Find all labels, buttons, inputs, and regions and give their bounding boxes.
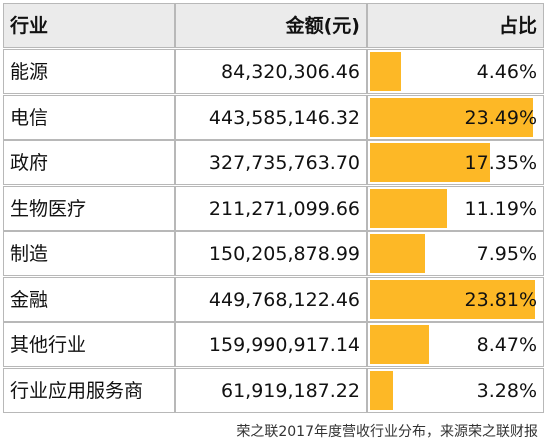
industry-label: 生物医疗 [10, 197, 87, 220]
industry-cell: 金融 [3, 276, 175, 322]
amount-cell: 449,768,122.46 [175, 276, 367, 322]
industry-cell: 生物医疗 [3, 185, 175, 231]
share-cell: 4.46% [367, 49, 544, 94]
share-bar [370, 234, 425, 273]
share-cell: 7.95% [367, 231, 544, 276]
share-value: 17.35% [464, 152, 537, 174]
industry-cell: 能源 [3, 49, 175, 94]
share-value: 8.47% [476, 334, 537, 356]
header-industry: 行业 [10, 15, 49, 37]
source-caption: 荣之联2017年度营收行业分布，来源荣之联财报 [236, 424, 538, 440]
header-industry-cell: 行业 [3, 3, 175, 48]
share-bar [370, 188, 448, 228]
share-cell: 23.81% [367, 276, 544, 322]
share-cell: 11.19% [367, 185, 544, 231]
table-row: 金融 449,768,122.46 23.81% [3, 276, 544, 322]
amount-value: 449,768,122.46 [208, 288, 360, 311]
industry-cell: 其他行业 [3, 322, 175, 367]
table-row: 电信 443,585,146.32 23.49% [3, 94, 544, 140]
table-row: 制造 150,205,878.99 7.95% [3, 231, 544, 276]
revenue-table: 行业 金额(元) 占比 能源 84,320,306.46 4.46% 电信 443,58… [3, 3, 544, 413]
share-cell: 23.49% [367, 94, 544, 140]
amount-cell: 159,990,917.14 [175, 322, 367, 367]
share-bar [370, 370, 393, 410]
amount-value: 61,919,187.22 [220, 379, 360, 402]
share-bar [370, 52, 401, 91]
share-cell: 17.35% [367, 140, 544, 185]
industry-label: 政府 [10, 152, 49, 174]
industry-cell: 行业应用服务商 [3, 367, 175, 413]
share-cell: 3.28% [367, 367, 544, 413]
share-value: 11.19% [464, 197, 537, 220]
share-bar [370, 97, 533, 137]
table-row: 行业应用服务商 61,919,187.22 3.28% [3, 367, 544, 413]
industry-cell: 制造 [3, 231, 175, 276]
amount-cell: 61,919,187.22 [175, 367, 367, 413]
industry-label: 制造 [10, 243, 49, 265]
industry-label: 其他行业 [10, 334, 87, 356]
share-value: 23.49% [464, 106, 537, 129]
amount-value: 150,205,878.99 [208, 243, 360, 265]
table-row: 能源 84,320,306.46 4.46% [3, 49, 544, 94]
amount-cell: 84,320,306.46 [175, 49, 367, 94]
share-bar [370, 325, 429, 364]
table-row: 其他行业 159,990,917.14 8.47% [3, 322, 544, 367]
amount-cell: 211,271,099.66 [175, 185, 367, 231]
industry-cell: 电信 [3, 94, 175, 140]
amount-cell: 443,585,146.32 [175, 94, 367, 140]
industry-label: 电信 [10, 106, 49, 129]
amount-cell: 327,735,763.70 [175, 140, 367, 185]
industry-label: 金融 [10, 288, 49, 311]
header-amount-cell: 金额(元) [175, 3, 367, 48]
share-bar [370, 143, 491, 182]
industry-label: 能源 [10, 61, 49, 83]
industry-cell: 政府 [3, 140, 175, 185]
table-row: 政府 327,735,763.70 17.35% [3, 140, 544, 185]
share-value: 7.95% [476, 243, 537, 265]
header-share-cell: 占比 [367, 3, 544, 48]
amount-value: 327,735,763.70 [208, 152, 360, 174]
industry-label: 行业应用服务商 [10, 379, 144, 402]
share-value: 23.81% [464, 288, 537, 311]
share-cell: 8.47% [367, 322, 544, 367]
amount-value: 443,585,146.32 [208, 106, 360, 129]
amount-cell: 150,205,878.99 [175, 231, 367, 276]
table-header: 行业 金额(元) 占比 [3, 3, 544, 48]
amount-value: 159,990,917.14 [208, 334, 360, 356]
amount-value: 84,320,306.46 [220, 61, 360, 83]
share-value: 4.46% [476, 61, 537, 83]
table-row: 生物医疗 211,271,099.66 11.19% [3, 185, 544, 231]
share-value: 3.28% [476, 379, 537, 402]
header-amount: 金额(元) [285, 15, 360, 37]
share-bar [370, 279, 535, 319]
amount-value: 211,271,099.66 [208, 197, 360, 220]
header-share: 占比 [498, 15, 537, 37]
